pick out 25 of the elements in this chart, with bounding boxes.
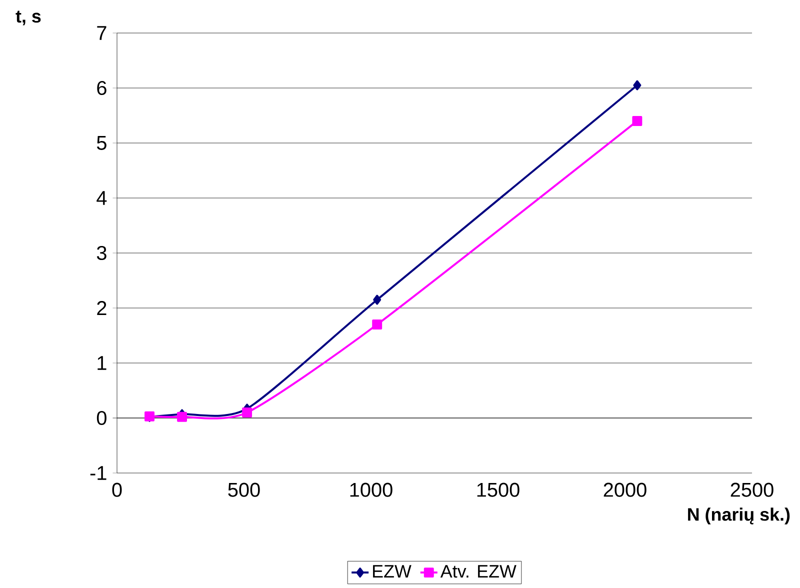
x-axis-title: N (narių sk.) [688,508,790,524]
y-tick-label: 2 [97,301,106,315]
point [242,408,252,418]
x-tick-label: 2500 [730,482,774,497]
point [177,412,188,422]
legend-label: Atv. EZW [440,565,516,578]
point [373,294,382,305]
point [632,116,642,126]
y-axis-title: t, s [16,10,41,26]
y-tick-label: 0 [96,410,106,426]
y-tick-label: -1 [90,466,106,480]
point [372,320,382,330]
y-tick-label: 6 [97,80,106,96]
x-tick-label: 500 [228,482,260,497]
legend-label: EZW [373,565,412,578]
y-tick-label: 7 [97,26,106,40]
y-tick-label: 1 [98,356,106,370]
y-tick-label: 5 [96,136,106,150]
point [633,80,642,90]
y-tick-label: 4 [96,191,107,205]
x-tick-label: 0 [112,482,122,497]
x-tick-label: 2000 [604,482,646,497]
y-tick-label: 3 [96,246,106,260]
x-tick-label: 1500 [477,482,520,497]
x-tick-label: 1000 [350,482,392,497]
